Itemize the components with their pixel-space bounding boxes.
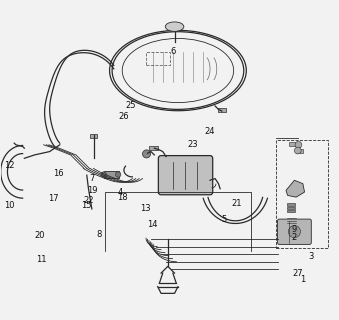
Text: 7: 7 [89,174,95,183]
Circle shape [101,172,106,177]
Bar [149,146,158,150]
Text: 8: 8 [96,230,101,239]
Text: 1: 1 [300,275,305,284]
Bar [276,140,328,248]
Text: 26: 26 [119,112,129,121]
Bar [287,210,295,212]
Text: 19: 19 [86,186,97,195]
Bar [296,149,303,153]
Circle shape [295,141,302,148]
Bar [104,172,119,178]
Bar [90,134,97,138]
Circle shape [288,226,300,238]
Bar [218,108,226,112]
Text: 12: 12 [4,161,14,170]
Polygon shape [286,180,304,197]
Bar [287,207,295,209]
Bar [287,203,295,205]
Text: 11: 11 [36,255,46,264]
Text: 14: 14 [147,220,158,229]
Text: 6: 6 [170,47,176,56]
Text: 2: 2 [292,233,297,242]
Text: 4: 4 [118,188,123,196]
Text: 17: 17 [48,194,58,203]
Text: 5: 5 [221,215,226,224]
Text: 20: 20 [34,231,45,240]
Text: 25: 25 [125,101,136,110]
Text: 3: 3 [308,252,314,261]
Bar [290,142,296,147]
Circle shape [116,172,121,177]
Circle shape [142,150,151,158]
Circle shape [294,147,301,154]
Text: 10: 10 [4,201,14,210]
Text: 9: 9 [292,225,297,234]
Text: 18: 18 [117,193,127,202]
FancyBboxPatch shape [278,219,311,244]
Text: 23: 23 [188,140,198,149]
Text: 16: 16 [53,169,63,178]
Text: 27: 27 [293,268,303,277]
Ellipse shape [165,22,184,31]
Text: 21: 21 [232,199,242,208]
Text: 15: 15 [82,201,92,210]
FancyBboxPatch shape [158,156,213,195]
Text: 22: 22 [83,196,94,205]
Text: 13: 13 [141,204,151,213]
Text: 24: 24 [205,127,215,136]
